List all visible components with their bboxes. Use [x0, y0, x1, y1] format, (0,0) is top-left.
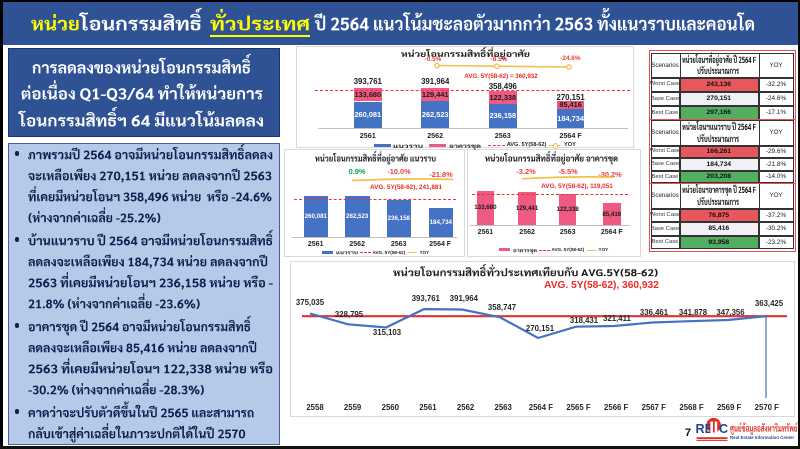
svg-text:C: C: [719, 422, 728, 436]
svg-text:RE: RE: [696, 422, 714, 436]
